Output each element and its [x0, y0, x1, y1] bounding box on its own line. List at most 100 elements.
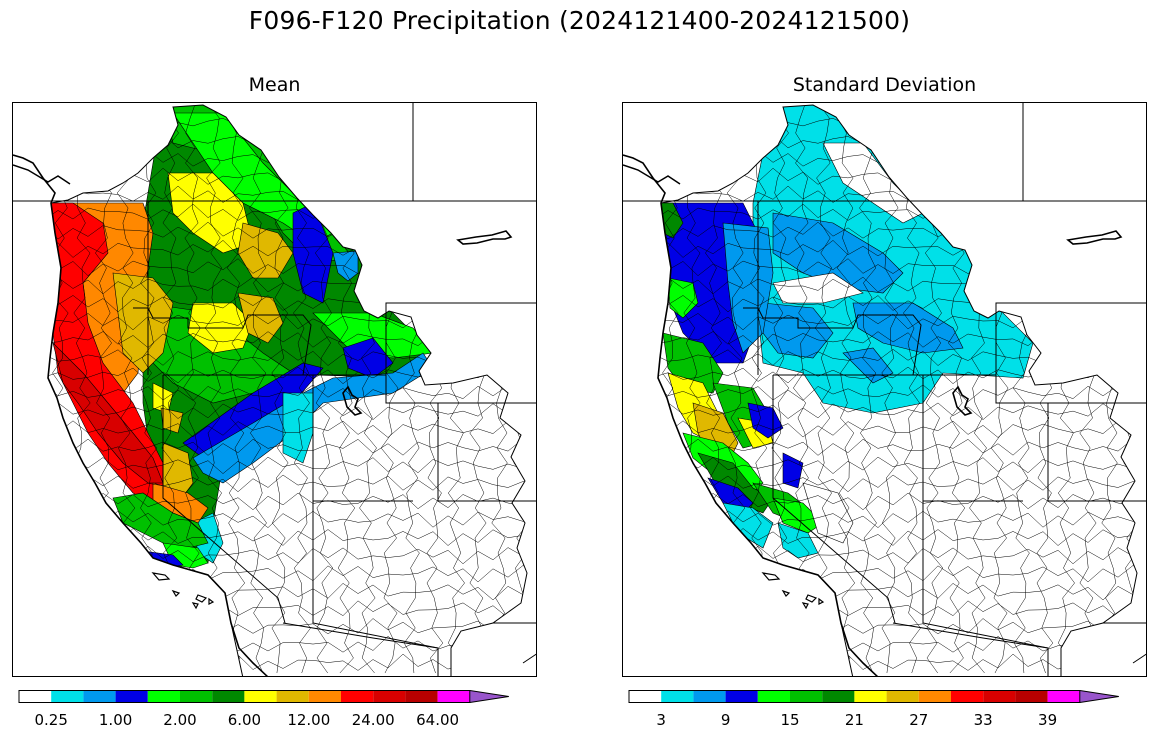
- stddev-colorbar: [628, 690, 1119, 703]
- colorbar-tick-label: 2.00: [163, 711, 197, 729]
- colorbar-swatch: [437, 690, 470, 703]
- lake-superior: [456, 230, 513, 245]
- watershed-line: [204, 105, 223, 674]
- coastline: [623, 154, 879, 676]
- watershed-line: [226, 105, 246, 674]
- stddev-map: [622, 102, 1147, 677]
- watershed-line: [658, 456, 1137, 474]
- political-boundaries: [623, 103, 1146, 676]
- colorbar-tick-label: 0.25: [34, 711, 68, 729]
- watershed-line: [658, 132, 1137, 150]
- colorbar-tick-label: 15: [780, 711, 800, 729]
- watershed-line: [881, 105, 899, 674]
- state-border: [772, 375, 896, 624]
- state-border: [312, 501, 439, 676]
- channel-island: [805, 594, 818, 603]
- state-border: [922, 501, 1049, 676]
- watershed-line: [48, 384, 527, 403]
- precip-zone: [667, 277, 699, 319]
- state-border: [437, 403, 536, 502]
- watershed-line: [48, 402, 527, 421]
- colorbar-swatch: [405, 690, 438, 703]
- channel-island: [761, 572, 781, 581]
- precip-zone: [282, 392, 314, 464]
- great-salt-lake: [952, 385, 973, 416]
- state-border: [1047, 403, 1146, 502]
- precip-zone: [802, 482, 854, 544]
- mean-colorbar: [18, 690, 509, 703]
- watershed-line: [48, 132, 527, 150]
- colorbar-swatch: [918, 690, 951, 703]
- colorbar-swatch: [693, 690, 726, 703]
- colorbar-tick-label: 9: [720, 711, 731, 729]
- colorbar-swatch: [661, 690, 694, 703]
- colorbar-swatch: [725, 690, 758, 703]
- state-border: [773, 374, 1023, 502]
- watershed-line: [48, 438, 527, 456]
- colorbar-tick-label: 27: [909, 711, 929, 729]
- precip-zone: [772, 272, 864, 304]
- watershed-line: [658, 402, 1137, 421]
- colorbar-swatch: [244, 690, 277, 703]
- channel-island: [195, 594, 208, 603]
- mean-map-svg: [13, 103, 536, 676]
- colorbar-tick-label: 24.00: [351, 711, 395, 729]
- coastline: [13, 154, 269, 676]
- watershed-line: [48, 456, 527, 474]
- state-border: [163, 374, 413, 502]
- colorbar-swatch: [1047, 690, 1080, 703]
- channel-island: [801, 602, 809, 610]
- channel-island: [151, 572, 171, 581]
- state-border: [162, 375, 286, 624]
- watershed-line: [48, 114, 527, 132]
- precip-zone: [192, 352, 434, 484]
- precip-zone: [777, 522, 819, 559]
- watershed-line: [658, 438, 1137, 456]
- state-border: [1103, 622, 1146, 664]
- mean-map: [12, 102, 537, 677]
- figure-title: F096-F120 Precipitation (2024121400-2024…: [248, 6, 911, 35]
- watershed-line: [859, 105, 877, 674]
- stddev-panel-title: Standard Deviation: [792, 74, 977, 96]
- watershed-line: [658, 420, 1137, 438]
- colorbar-swatch: [790, 690, 823, 703]
- watershed-line: [658, 384, 1137, 403]
- watershed-line: [249, 105, 267, 674]
- precip-zone: [52, 342, 164, 484]
- state-border: [892, 622, 1049, 649]
- watershed-line: [639, 103, 656, 673]
- colorbar-swatch: [308, 690, 341, 703]
- channel-island: [208, 597, 215, 605]
- watershed-line: [814, 105, 833, 674]
- precip-zone: [160, 407, 184, 434]
- watershed-line: [29, 103, 46, 673]
- colorbar-extend-arrow: [469, 690, 509, 703]
- colorbar-tick-label: 12.00: [287, 711, 331, 729]
- state-border: [133, 307, 312, 376]
- state-border: [493, 622, 536, 664]
- state-border: [282, 622, 439, 649]
- colorbar-swatch: [147, 690, 180, 703]
- watershed-line: [658, 114, 1137, 132]
- channel-island: [171, 589, 181, 597]
- precip-zone: [332, 250, 359, 282]
- colorbar-swatch: [51, 690, 84, 703]
- channel-island: [818, 597, 825, 605]
- precip-zone: [342, 337, 394, 379]
- precip-zone: [772, 212, 904, 294]
- colorbar-swatch: [629, 690, 662, 703]
- watershed-line: [48, 420, 527, 438]
- precip-zone: [842, 347, 894, 384]
- channel-island: [191, 602, 199, 610]
- colorbar-tick-label: 6.00: [227, 711, 262, 729]
- stddev-map-svg: [623, 103, 1146, 676]
- colorbar-swatch: [822, 690, 855, 703]
- colorbar-swatch: [951, 690, 984, 703]
- state-border: [743, 307, 922, 376]
- precip-zone: [237, 292, 284, 344]
- colorbar-swatch: [373, 690, 406, 703]
- colorbar-swatch: [1015, 690, 1048, 703]
- colorbar-swatch: [341, 690, 374, 703]
- puget-sound-coast: [13, 164, 71, 185]
- mean-panel-title: Mean: [248, 74, 301, 96]
